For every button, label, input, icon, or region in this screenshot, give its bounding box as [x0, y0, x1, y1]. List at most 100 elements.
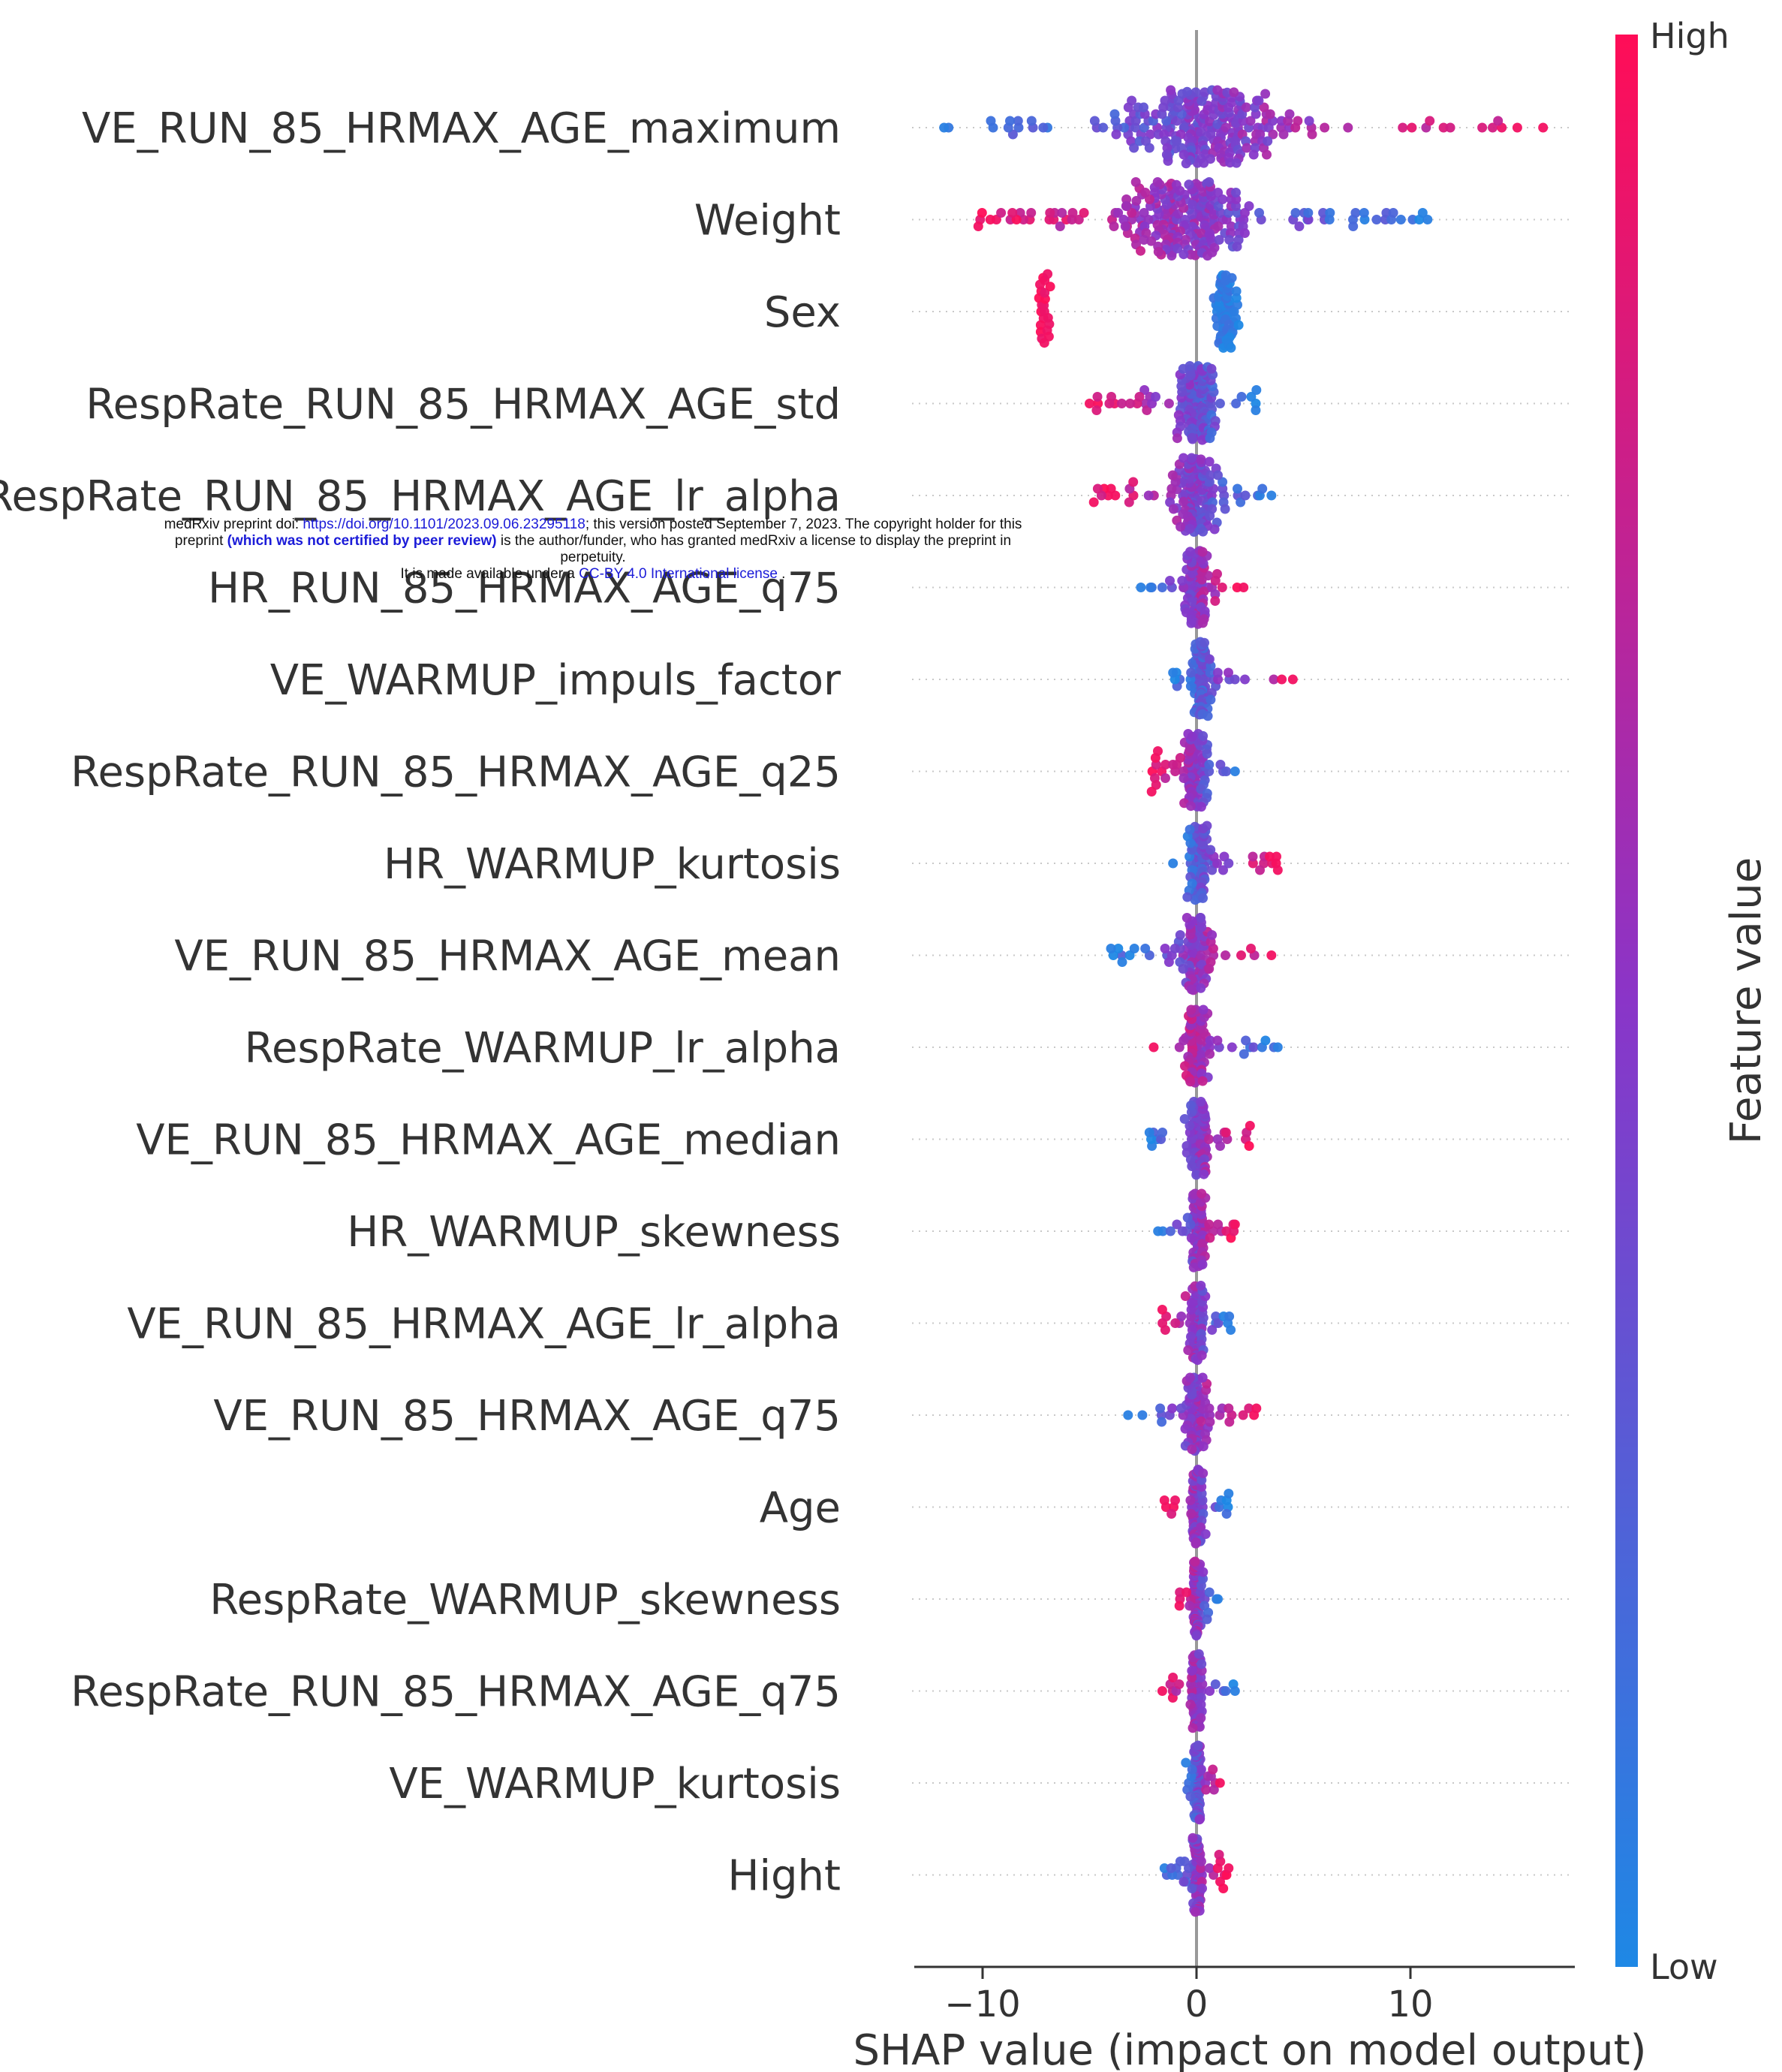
shap-point — [1259, 102, 1269, 113]
shap-point — [1205, 1233, 1215, 1243]
shap-point — [1265, 109, 1275, 119]
shap-point — [1240, 674, 1250, 685]
shap-point — [1079, 208, 1089, 218]
shap-point — [1215, 1141, 1225, 1151]
shap-point — [1187, 1666, 1197, 1676]
shap-point — [1185, 1791, 1196, 1802]
shap-point — [1163, 957, 1174, 967]
shap-point — [1130, 177, 1141, 187]
feature-label: RespRate_WARMUP_skewness — [209, 1576, 841, 1625]
shap-point — [1187, 1764, 1197, 1775]
shap-point — [1178, 249, 1189, 260]
shap-point — [1187, 453, 1197, 463]
shap-point — [1209, 1784, 1219, 1795]
shap-point — [1204, 1587, 1215, 1598]
shap-point — [1157, 1305, 1167, 1315]
shap-point — [1038, 122, 1049, 133]
shap-point — [1153, 1226, 1163, 1236]
feature-labels: VE_RUN_85_HRMAX_AGE_maximum Weight Sex Resp… — [0, 104, 841, 1901]
shap-point — [1231, 158, 1242, 168]
shap-point — [1185, 547, 1195, 557]
shap-point — [1194, 1815, 1205, 1825]
shap-point — [1205, 510, 1215, 521]
shap-point — [1131, 196, 1142, 206]
shap-point — [1422, 215, 1433, 224]
shap-point — [1196, 1416, 1206, 1426]
shap-point — [1127, 95, 1137, 106]
feature-label: HR_RUN_85_HRMAX_AGE_q75 — [208, 565, 841, 613]
shap-point — [1186, 1101, 1197, 1110]
shap-point — [1206, 363, 1217, 374]
shap-point — [1220, 504, 1230, 514]
shap-point — [1124, 497, 1134, 507]
shap-point — [1180, 1061, 1190, 1071]
feature-label: HR_WARMUP_kurtosis — [384, 840, 841, 889]
shap-point — [1178, 363, 1188, 374]
shap-point — [1303, 208, 1314, 218]
shap-point — [1206, 845, 1216, 855]
shap-point — [1175, 1403, 1186, 1414]
shap-point — [1307, 129, 1317, 140]
feature-label: Weight — [694, 197, 841, 245]
shap-point — [1248, 1042, 1259, 1053]
shap-point — [1172, 433, 1182, 444]
shap-point — [1215, 760, 1226, 769]
shap-point — [1236, 392, 1247, 402]
shap-point — [1213, 674, 1224, 685]
shap-point — [1232, 242, 1242, 251]
shap-point — [1172, 136, 1182, 146]
shap-point — [1246, 944, 1256, 953]
shap-point — [1214, 1850, 1224, 1860]
shap-point — [1181, 158, 1191, 169]
shap-point — [1325, 208, 1335, 218]
shap-point — [1175, 753, 1185, 763]
shap-point — [1213, 1219, 1224, 1230]
shap-point — [1224, 1312, 1235, 1321]
shap-point — [1139, 208, 1149, 218]
shap-point — [1224, 1417, 1235, 1427]
shap-point — [977, 208, 987, 218]
shap-point — [1091, 405, 1102, 415]
notice-doi-link[interactable]: https://doi.org/10.1101/2023.09.06.23295… — [303, 516, 585, 532]
shap-point — [1263, 136, 1273, 146]
shap-point — [973, 221, 983, 231]
shap-point — [1159, 1495, 1169, 1505]
shap-point — [1153, 746, 1163, 756]
shap-point — [1165, 576, 1175, 586]
shap-point — [1073, 215, 1084, 224]
shap-point — [1198, 893, 1208, 903]
row-guides — [912, 127, 1569, 1876]
shap-point — [1067, 208, 1078, 218]
shap-point — [1157, 1417, 1167, 1427]
shap-point — [1191, 1170, 1202, 1180]
shap-point — [1193, 1740, 1203, 1751]
shap-point — [1204, 964, 1215, 974]
shap-point — [1233, 483, 1242, 494]
shap-point — [1213, 188, 1224, 197]
shap-point — [1230, 766, 1240, 776]
feature-label: Sex — [764, 288, 841, 337]
shap-point — [1178, 149, 1189, 160]
shap-point — [1184, 1601, 1195, 1611]
shap-point — [1425, 116, 1435, 126]
shap-point — [1248, 149, 1259, 160]
shap-point — [1272, 865, 1283, 875]
shap-point — [1136, 245, 1145, 256]
shap-point — [1262, 149, 1272, 160]
notice-doi-prefix: medRxiv preprint doi: — [164, 516, 303, 532]
shap-point — [1538, 122, 1549, 133]
shap-point — [1181, 1587, 1192, 1598]
shap-point — [1221, 1509, 1232, 1519]
shap-point — [1045, 208, 1055, 218]
shap-point — [939, 122, 950, 133]
shap-point — [1204, 1863, 1215, 1873]
shap-point — [1438, 122, 1449, 133]
colorbar-title: Feature value — [1722, 857, 1771, 1144]
shap-point — [1227, 1042, 1237, 1053]
shap-point — [1175, 1857, 1185, 1866]
shap-point — [1106, 944, 1116, 953]
notice-license-link[interactable]: CC-BY 4.0 International license — [579, 566, 778, 582]
shap-point — [1221, 270, 1231, 281]
shap-point — [1160, 773, 1170, 783]
shap-point — [1168, 858, 1178, 869]
